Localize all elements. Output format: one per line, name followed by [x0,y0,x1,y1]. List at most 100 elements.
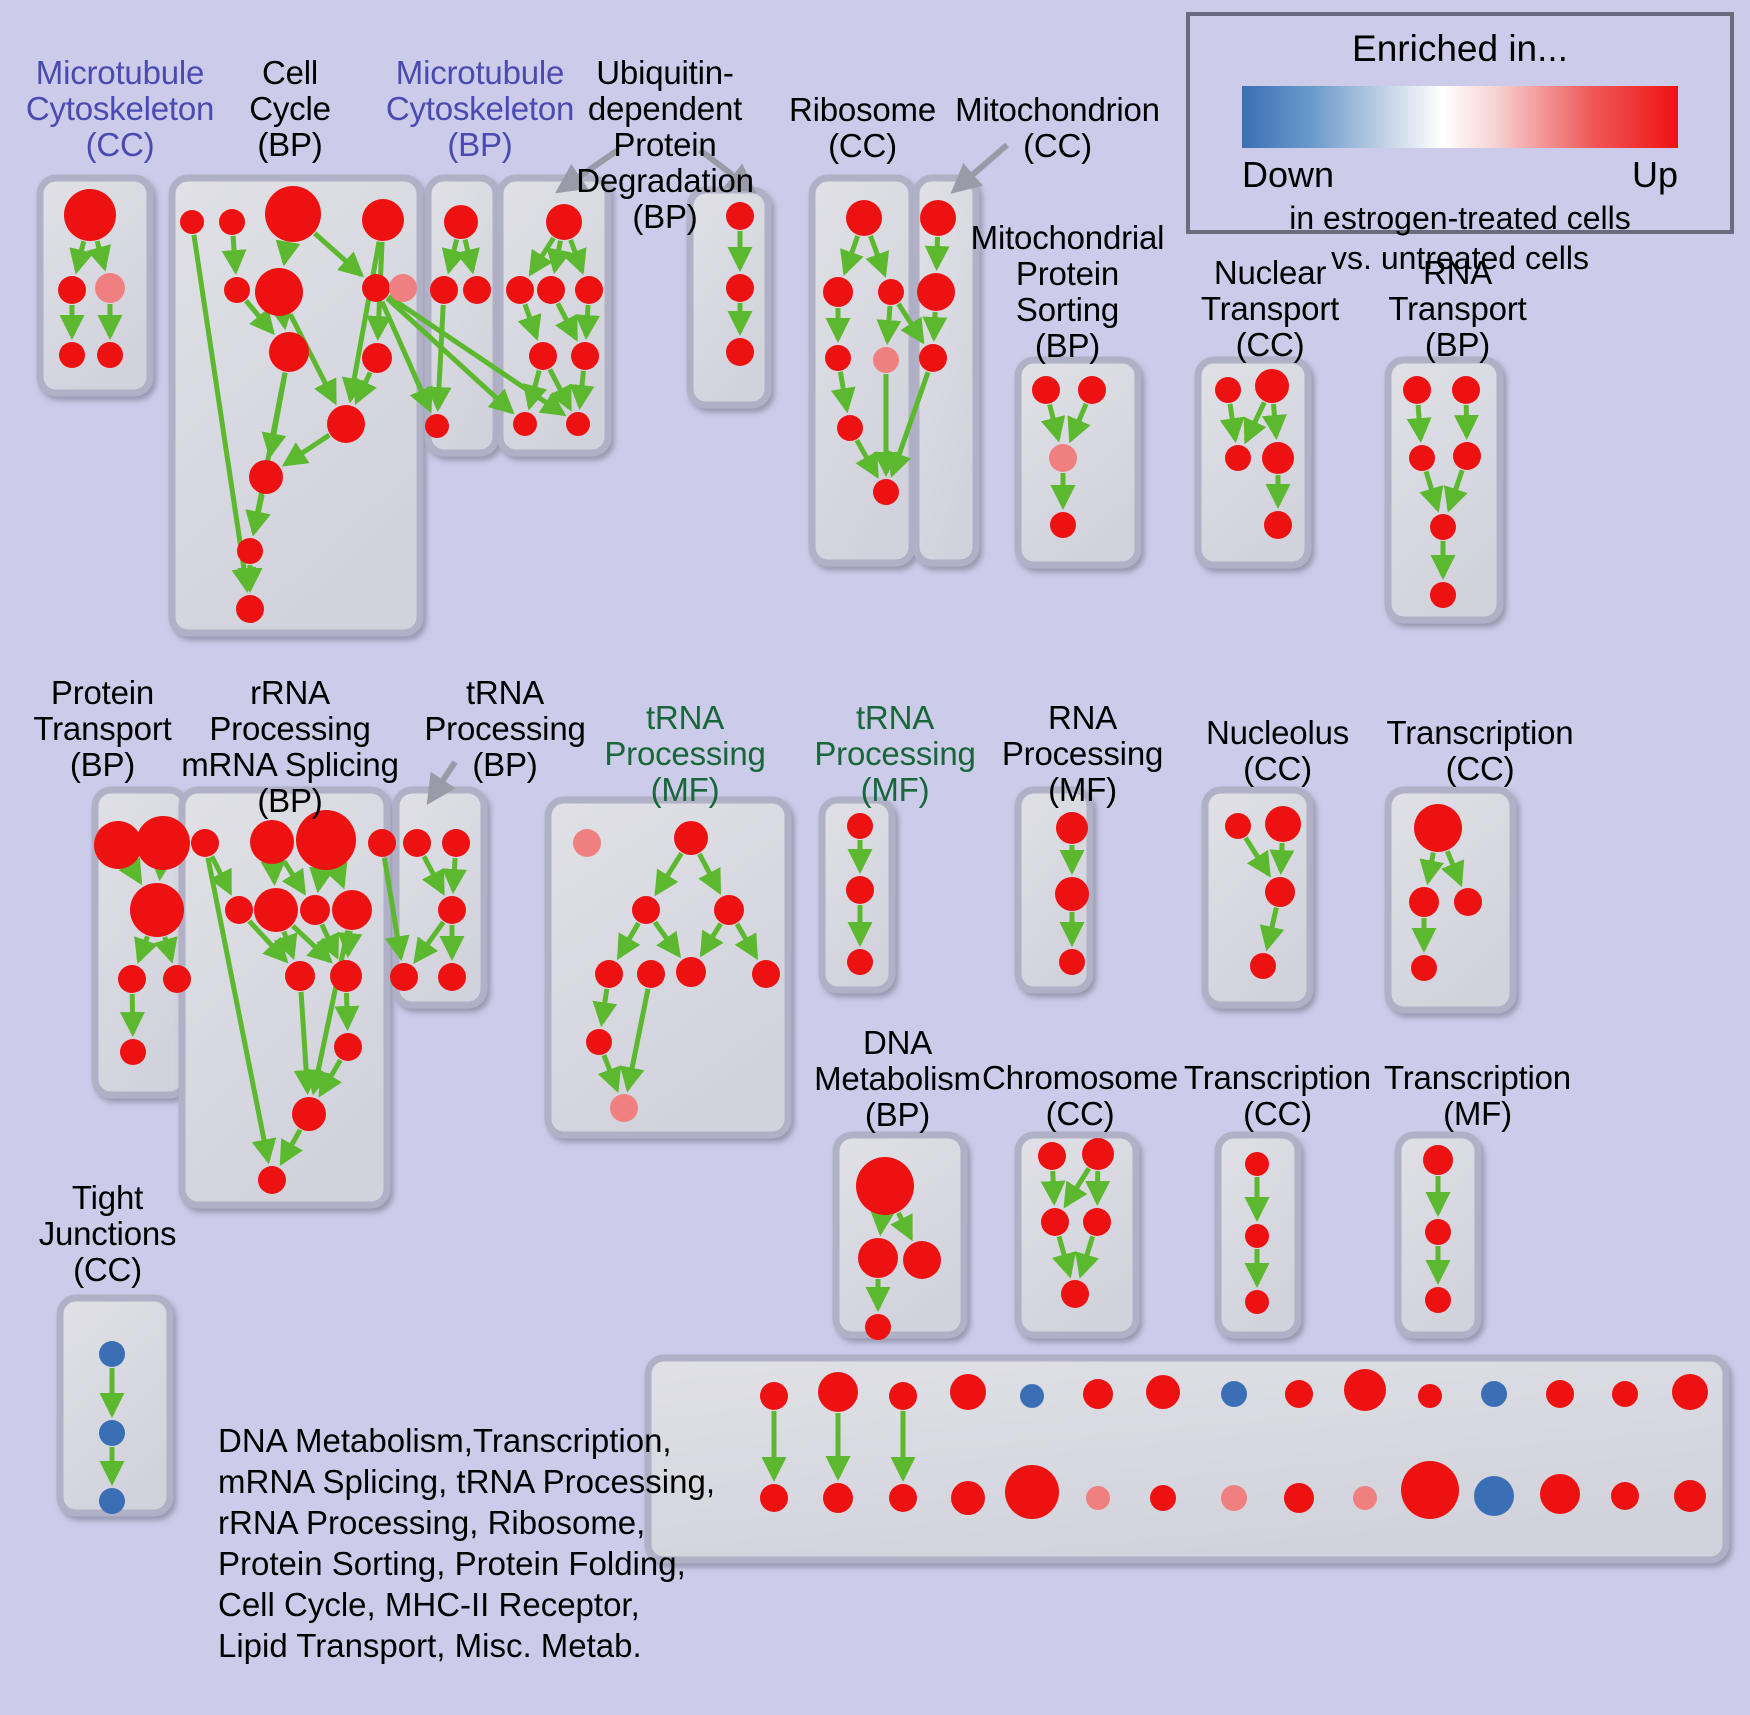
gene-node[interactable] [1038,1142,1066,1170]
gene-node[interactable] [917,273,955,311]
gene-node[interactable] [1262,442,1294,474]
gene-node[interactable] [1425,1219,1451,1245]
gene-node[interactable] [1041,1208,1069,1236]
gene-node[interactable] [292,1097,326,1131]
gene-node[interactable] [97,342,123,368]
gene-node[interactable] [250,820,294,864]
gene-node[interactable] [823,277,853,307]
gene-node[interactable] [438,963,466,991]
gene-node[interactable] [327,405,365,443]
gene-node[interactable] [334,1033,362,1061]
gene-node[interactable] [1059,949,1085,975]
gene-node[interactable] [1423,1145,1453,1175]
gene-node[interactable] [444,205,478,239]
gene-node[interactable] [1078,376,1106,404]
gene-node[interactable] [1264,511,1292,539]
gene-node[interactable] [1284,1483,1314,1513]
gene-node[interactable] [1083,1208,1111,1236]
gene-node[interactable] [136,816,190,870]
gene-node[interactable] [1425,1287,1451,1313]
gene-node[interactable] [632,896,660,924]
gene-node[interactable] [1540,1474,1580,1514]
gene-node[interactable] [825,345,851,371]
gene-node[interactable] [1612,1381,1638,1407]
gene-node[interactable] [285,961,315,991]
gene-node[interactable] [847,949,873,975]
gene-node[interactable] [760,1382,788,1410]
gene-node[interactable] [1611,1482,1639,1510]
gene-node[interactable] [1672,1374,1708,1410]
gene-node[interactable] [878,279,904,305]
gene-node[interactable] [889,1484,917,1512]
gene-node[interactable] [59,342,85,368]
gene-node[interactable] [1225,445,1251,471]
gene-node[interactable] [846,876,874,904]
gene-node[interactable] [513,412,537,436]
gene-node[interactable] [403,829,431,857]
gene-node[interactable] [265,186,321,242]
gene-node[interactable] [463,276,491,304]
gene-node[interactable] [714,895,744,925]
gene-node[interactable] [389,274,417,302]
gene-node[interactable] [362,199,404,241]
gene-node[interactable] [1245,1224,1269,1248]
gene-node[interactable] [1245,1290,1269,1314]
gene-node[interactable] [637,960,665,988]
gene-node[interactable] [856,1157,914,1215]
gene-node[interactable] [255,268,303,316]
gene-node[interactable] [1481,1381,1507,1407]
gene-node[interactable] [296,810,356,870]
gene-node[interactable] [99,1488,125,1514]
gene-node[interactable] [1150,1485,1176,1511]
gene-node[interactable] [1032,376,1060,404]
gene-node[interactable] [362,343,392,373]
gene-node[interactable] [442,829,470,857]
gene-node[interactable] [237,538,263,564]
gene-node[interactable] [64,189,116,241]
gene-node[interactable] [1430,582,1456,608]
gene-node[interactable] [919,344,947,372]
gene-node[interactable] [1546,1380,1574,1408]
gene-node[interactable] [1245,1152,1269,1176]
gene-node[interactable] [837,415,863,441]
gene-node[interactable] [506,276,534,304]
gene-node[interactable] [1005,1465,1059,1519]
gene-node[interactable] [575,276,603,304]
gene-node[interactable] [865,1314,891,1340]
gene-node[interactable] [1083,1379,1113,1409]
gene-node[interactable] [249,460,283,494]
gene-node[interactable] [873,347,899,373]
gene-node[interactable] [1225,813,1251,839]
gene-node[interactable] [118,965,146,993]
gene-node[interactable] [163,965,191,993]
gene-node[interactable] [950,1374,986,1410]
gene-node[interactable] [858,1238,898,1278]
gene-node[interactable] [130,883,184,937]
gene-node[interactable] [1401,1461,1459,1519]
gene-node[interactable] [586,1029,612,1055]
gene-node[interactable] [818,1372,858,1412]
gene-node[interactable] [368,829,396,857]
gene-node[interactable] [873,479,899,505]
gene-node[interactable] [269,332,309,372]
gene-node[interactable] [1454,888,1482,916]
gene-node[interactable] [219,209,245,235]
gene-node[interactable] [1061,1280,1089,1308]
gene-node[interactable] [726,274,754,302]
gene-node[interactable] [99,1420,125,1446]
gene-node[interactable] [99,1341,125,1367]
gene-node[interactable] [1403,376,1431,404]
gene-node[interactable] [191,829,219,857]
gene-node[interactable] [1049,444,1077,472]
gene-node[interactable] [573,829,601,857]
gene-node[interactable] [95,273,125,303]
gene-node[interactable] [300,895,330,925]
gene-node[interactable] [610,1094,638,1122]
gene-node[interactable] [120,1039,146,1065]
gene-node[interactable] [537,276,565,304]
gene-node[interactable] [726,338,754,366]
gene-node[interactable] [1418,1384,1442,1408]
gene-node[interactable] [1474,1476,1514,1516]
gene-node[interactable] [225,896,253,924]
gene-node[interactable] [94,821,142,869]
